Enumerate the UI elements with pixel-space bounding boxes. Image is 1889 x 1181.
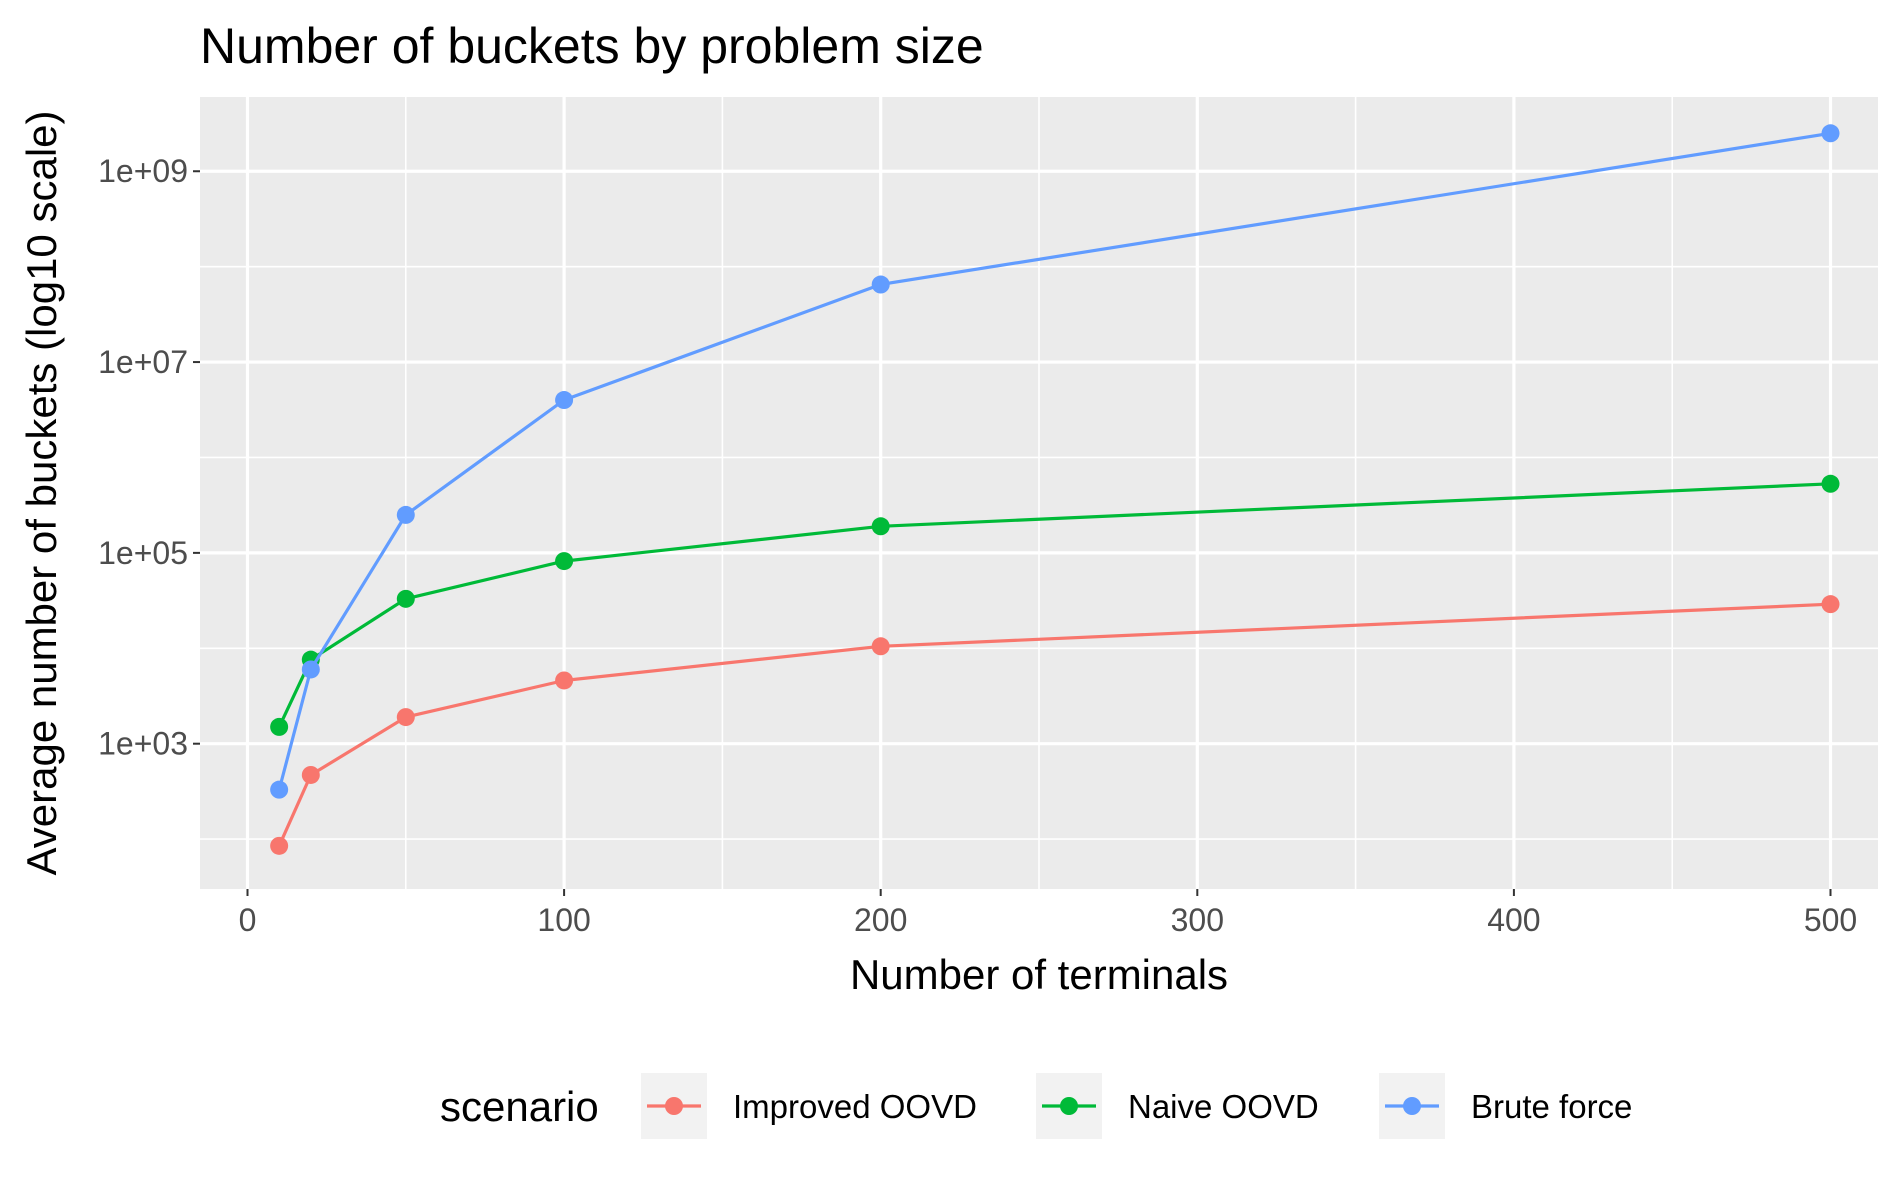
data-point-improved-oovd bbox=[871, 637, 890, 656]
legend-point-improved-oovd bbox=[665, 1097, 683, 1115]
series-line-brute-force bbox=[277, 131, 1831, 791]
x-axis-title: Number of terminals bbox=[850, 951, 1228, 998]
data-point-improved-oovd bbox=[1821, 595, 1840, 614]
series-line-improved-oovd bbox=[277, 602, 1831, 847]
data-point-brute-force bbox=[871, 275, 890, 294]
x-tick-label: 0 bbox=[239, 902, 257, 938]
data-point-naive-oovd bbox=[396, 589, 415, 608]
series-improved-oovd bbox=[270, 595, 1840, 855]
data-point-brute-force bbox=[301, 660, 320, 679]
data-point-improved-oovd bbox=[301, 765, 320, 784]
legend-label-improved-oovd: Improved OOVD bbox=[733, 1088, 977, 1125]
data-point-brute-force bbox=[396, 505, 415, 524]
legend: scenario Improved OOVD Naive OOVD Brute fo… bbox=[440, 1073, 1632, 1139]
y-tick-label: 1e+07 bbox=[98, 344, 188, 380]
y-tick-label: 1e+09 bbox=[98, 153, 188, 189]
data-point-improved-oovd bbox=[270, 836, 289, 855]
y-axis-title: Average number of buckets (log10 scale) bbox=[18, 111, 65, 876]
x-tick-label: 100 bbox=[537, 902, 590, 938]
x-tick-label: 300 bbox=[1171, 902, 1224, 938]
legend-label-brute-force: Brute force bbox=[1471, 1088, 1632, 1125]
legend-point-brute-force bbox=[1403, 1097, 1421, 1115]
legend-label-naive-oovd: Naive OOVD bbox=[1128, 1088, 1319, 1125]
data-point-naive-oovd bbox=[871, 517, 890, 536]
data-point-brute-force bbox=[270, 780, 289, 799]
y-axis: 1e+03 1e+05 1e+07 1e+09 bbox=[98, 153, 200, 762]
data-point-improved-oovd bbox=[396, 708, 415, 727]
legend-point-naive-oovd bbox=[1060, 1097, 1078, 1115]
x-tick-label: 200 bbox=[854, 902, 907, 938]
data-point-naive-oovd bbox=[555, 552, 574, 571]
x-tick-label: 400 bbox=[1487, 902, 1540, 938]
data-point-brute-force bbox=[1821, 124, 1840, 143]
data-point-brute-force bbox=[555, 391, 574, 410]
x-axis: 0 100 200 300 400 500 bbox=[239, 889, 1857, 938]
data-point-improved-oovd bbox=[555, 671, 574, 690]
legend-title: scenario bbox=[440, 1083, 599, 1130]
minor-gridlines bbox=[200, 97, 1878, 889]
chart-title: Number of buckets by problem size bbox=[200, 18, 984, 74]
data-point-naive-oovd bbox=[1821, 474, 1840, 493]
data-point-naive-oovd bbox=[270, 717, 289, 736]
y-tick-label: 1e+03 bbox=[98, 726, 188, 762]
x-tick-label: 500 bbox=[1804, 902, 1857, 938]
series-layer bbox=[270, 124, 1840, 855]
y-tick-label: 1e+05 bbox=[98, 535, 188, 571]
series-brute-force bbox=[270, 124, 1840, 799]
